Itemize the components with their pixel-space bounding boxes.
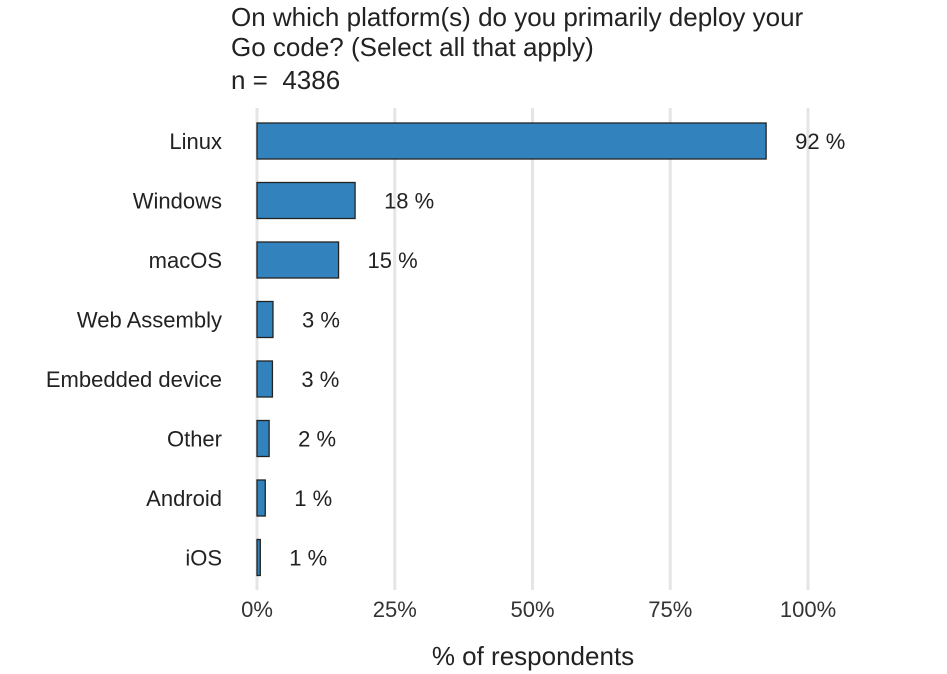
chart-title-line-1: On which platform(s) do you primarily de…: [231, 2, 804, 32]
value-label: 1 %: [294, 486, 332, 511]
bar-embedded-device: [256, 360, 274, 398]
x-tick-labels: 0% 25% 50% 75% 100%: [241, 597, 836, 622]
category-label: Linux: [169, 129, 222, 154]
category-label: Windows: [133, 189, 222, 214]
bar-ios: [256, 538, 261, 577]
bars: [256, 122, 767, 577]
bar-web-assembly: [256, 300, 274, 339]
category-label: Web Assembly: [77, 308, 222, 333]
category-labels: Linux Windows macOS Web Assembly Embedded de…: [46, 129, 222, 571]
gridlines: [255, 108, 810, 590]
bar-windows: [256, 181, 356, 220]
value-label: 3 %: [301, 367, 339, 392]
bar-linux: [256, 122, 767, 160]
value-label: 2 %: [298, 427, 336, 452]
x-tick-label: 75%: [648, 597, 692, 622]
value-label: 92 %: [795, 129, 845, 154]
chart-title: On which platform(s) do you primarily de…: [231, 2, 884, 62]
chart-title-line-2: Go code? (Select all that apply): [231, 32, 594, 62]
value-label: 3 %: [302, 308, 340, 333]
category-label: Android: [146, 486, 222, 511]
category-label: Other: [167, 427, 222, 452]
category-label: Embedded device: [46, 367, 222, 392]
value-label: 15 %: [368, 248, 418, 273]
bar-other: [256, 419, 270, 458]
x-tick-label: 50%: [510, 597, 554, 622]
x-axis-title: % of respondents: [432, 641, 634, 671]
x-tick-label: 25%: [373, 597, 417, 622]
bar-android: [256, 479, 266, 517]
sample-size-label: n = 4386: [231, 65, 341, 95]
x-tick-label: 0%: [241, 597, 273, 622]
category-label: macOS: [149, 248, 222, 273]
category-label: iOS: [185, 546, 222, 571]
x-tick-label: 100%: [780, 597, 836, 622]
value-labels: 92 % 18 % 15 % 3 % 3 % 2 % 1 % 1 %: [289, 129, 845, 571]
bar-macos: [256, 241, 340, 279]
value-label: 18 %: [384, 189, 434, 214]
value-label: 1 %: [289, 546, 327, 571]
